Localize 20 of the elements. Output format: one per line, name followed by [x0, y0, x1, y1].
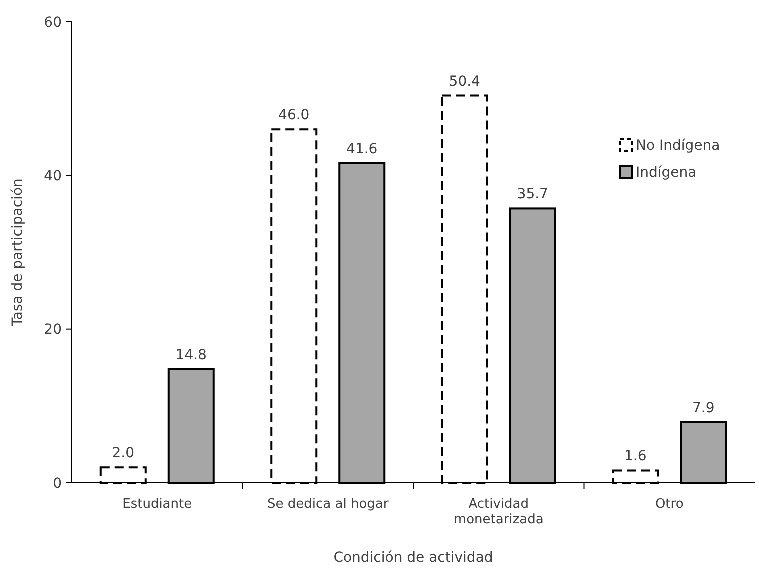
x-tick-label: Actividad monetarizada — [454, 497, 544, 528]
data-label: 50.4 — [449, 74, 481, 90]
legend-label: Indígena — [636, 164, 697, 181]
y-tick-label: 20 — [44, 322, 62, 338]
x-axis-title: Condición de actividad — [334, 550, 494, 566]
y-axis-title: Tasa de participación — [10, 178, 26, 328]
x-tick-label: Se dedica al hogar — [268, 497, 390, 512]
y-tick-label: 40 — [44, 168, 62, 185]
data-label: 7.9 — [692, 400, 715, 416]
x-tick-label: Estudiante — [122, 497, 192, 512]
data-label: 2.0 — [112, 446, 135, 462]
y-tick-label: 60 — [44, 14, 62, 31]
data-label: 35.7 — [517, 186, 548, 203]
y-tick-label: 0 — [53, 476, 62, 492]
x-tick-label: Otro — [655, 497, 684, 512]
data-label: 1.6 — [624, 448, 647, 465]
legend-label: No Indígena — [636, 138, 720, 154]
data-label: 14.8 — [176, 347, 207, 364]
data-label: 46.0 — [278, 108, 310, 124]
data-label: 41.6 — [346, 141, 378, 158]
